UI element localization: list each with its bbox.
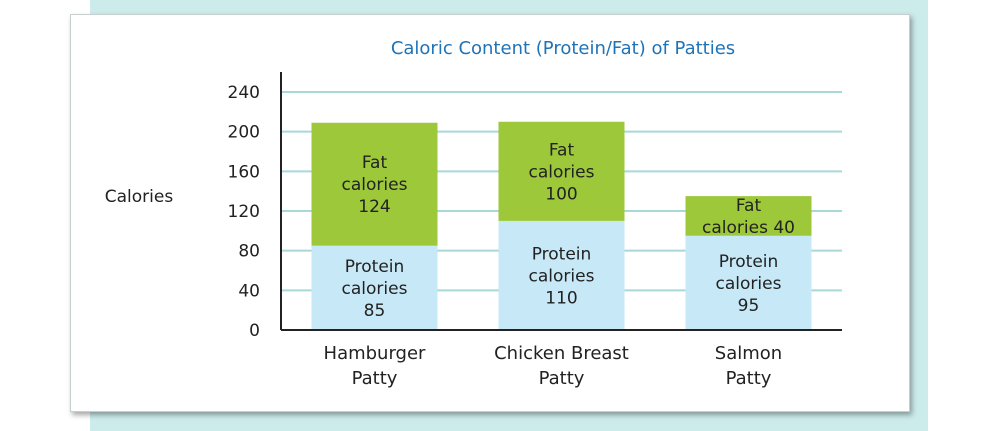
fat-data-label: 124 [358,197,390,217]
bars: Proteincalories85Fatcalories124Proteinca… [311,121,812,330]
fat-data-label: calories [342,175,408,195]
chart-title: Caloric Content (Protein/Fat) of Patties [391,38,735,59]
fat-data-label: Fat [736,196,762,216]
protein-data-label: Protein [532,244,592,264]
fat-data-label: calories [529,162,595,182]
fat-data-label: Fat [549,140,575,160]
fat-data-label: 100 [545,184,577,204]
category-label: Patty [352,368,398,389]
protein-data-label: 110 [545,288,577,308]
y-tick-label: 120 [228,202,260,222]
category-label: Salmon [715,343,782,364]
y-tick-label: 200 [228,123,260,143]
protein-bar-segment [685,235,812,330]
protein-data-label: calories [529,266,595,286]
fat-bar-segment [311,122,438,246]
y-tick-labels: 240 200 160 120 80 40 0 [228,83,260,341]
protein-data-label: Protein [719,252,779,272]
category-label: Hamburger [324,343,427,364]
y-axis-label: Calories [105,187,174,207]
protein-data-label: calories [342,279,408,299]
protein-data-label: Protein [345,257,405,277]
y-tick-label: 160 [228,162,260,182]
category-label: Patty [726,368,772,389]
protein-bar-segment [498,220,625,330]
protein-data-label: 95 [738,296,760,316]
y-tick-label: 40 [238,281,260,301]
fat-bar-segment [685,196,812,236]
protein-bar-segment [311,245,438,330]
fat-data-label: Fat [362,153,388,173]
category-labels: Hamburger Patty Chicken Breast Patty Salmon P… [324,343,783,389]
fat-bar-segment [498,121,625,221]
category-label: Chicken Breast [494,343,629,364]
y-tick-label: 0 [249,321,260,341]
y-tick-label: 80 [238,242,260,262]
fat-data-label: calories 40 [702,218,795,238]
protein-data-label: 85 [364,301,386,321]
protein-data-label: calories [716,274,782,294]
category-label: Patty [539,368,585,389]
y-tick-label: 240 [228,83,260,103]
